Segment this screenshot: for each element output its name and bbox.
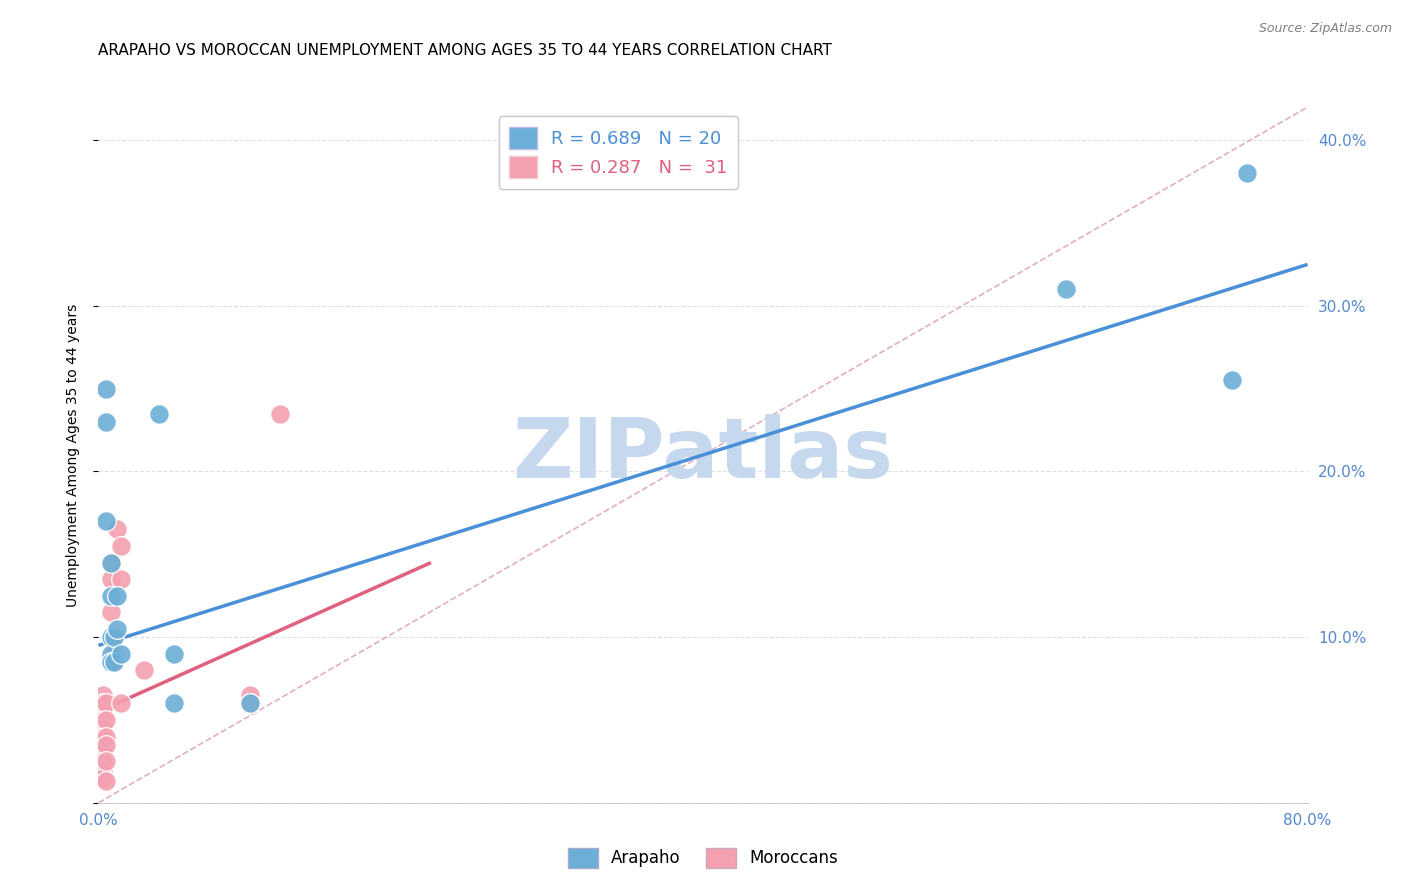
Point	[110, 539, 132, 553]
Point	[94, 730, 117, 744]
Point	[239, 697, 262, 711]
Point	[100, 605, 122, 619]
Y-axis label: Unemployment Among Ages 35 to 44 years: Unemployment Among Ages 35 to 44 years	[66, 303, 80, 607]
Point	[100, 572, 122, 586]
Point	[103, 630, 125, 644]
Point	[105, 523, 128, 537]
Point	[94, 738, 117, 752]
Point	[105, 589, 128, 603]
Legend: R = 0.689   N = 20, R = 0.287   N =  31: R = 0.689 N = 20, R = 0.287 N = 31	[499, 116, 738, 189]
Text: ZIPatlas: ZIPatlas	[513, 415, 893, 495]
Point	[91, 755, 114, 769]
Point	[100, 589, 122, 603]
Point	[110, 697, 132, 711]
Point	[100, 647, 122, 661]
Point	[103, 655, 125, 669]
Point	[100, 556, 122, 570]
Point	[94, 697, 117, 711]
Point	[132, 663, 155, 677]
Point	[100, 556, 122, 570]
Point	[91, 771, 114, 785]
Point	[239, 688, 262, 702]
Point	[94, 514, 117, 528]
Point	[1054, 282, 1077, 296]
Point	[91, 688, 114, 702]
Point	[269, 407, 291, 421]
Point	[100, 630, 122, 644]
Point	[110, 572, 132, 586]
Point	[91, 721, 114, 735]
Point	[94, 774, 117, 789]
Point	[91, 738, 114, 752]
Text: Source: ZipAtlas.com: Source: ZipAtlas.com	[1258, 22, 1392, 36]
Point	[100, 655, 122, 669]
Point	[94, 713, 117, 727]
Point	[148, 407, 170, 421]
Point	[91, 697, 114, 711]
Point	[91, 705, 114, 719]
Point	[105, 622, 128, 636]
Point	[103, 655, 125, 669]
Point	[163, 647, 186, 661]
Point	[94, 755, 117, 769]
Point	[103, 647, 125, 661]
Point	[91, 730, 114, 744]
Point	[103, 630, 125, 644]
Point	[94, 415, 117, 429]
Point	[1236, 166, 1258, 180]
Point	[91, 746, 114, 760]
Text: ARAPAHO VS MOROCCAN UNEMPLOYMENT AMONG AGES 35 TO 44 YEARS CORRELATION CHART: ARAPAHO VS MOROCCAN UNEMPLOYMENT AMONG A…	[98, 43, 832, 58]
Point	[163, 697, 186, 711]
Legend: Arapaho, Moroccans: Arapaho, Moroccans	[561, 841, 845, 875]
Point	[239, 697, 262, 711]
Point	[91, 763, 114, 777]
Point	[110, 647, 132, 661]
Point	[94, 382, 117, 396]
Point	[91, 713, 114, 727]
Point	[1220, 373, 1243, 387]
